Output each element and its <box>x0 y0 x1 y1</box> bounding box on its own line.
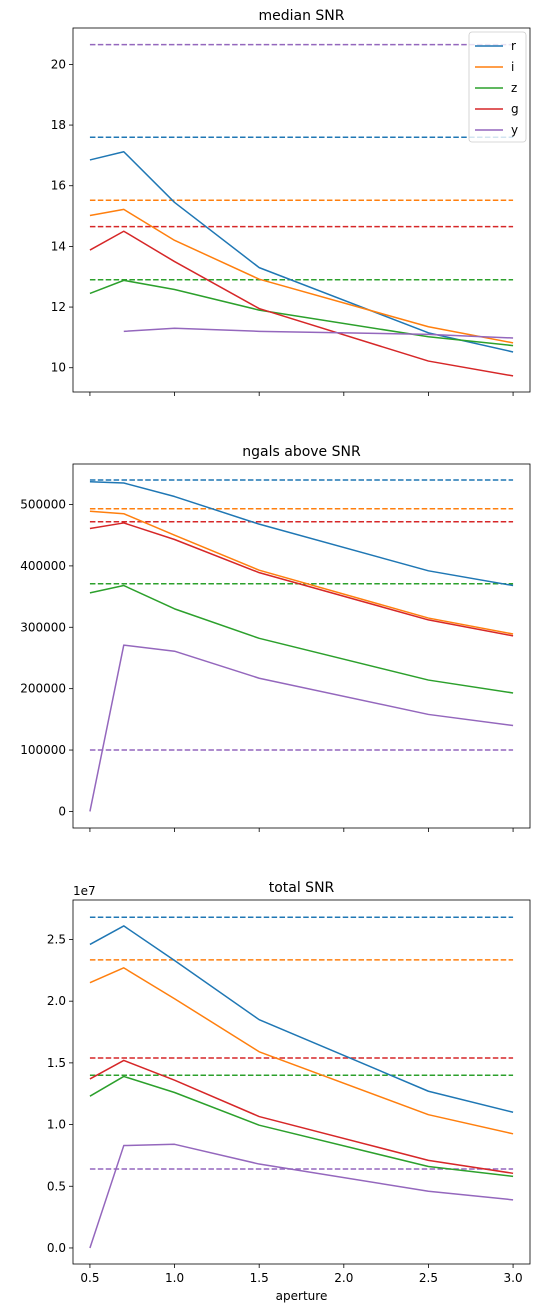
y-tick-label: 2.5 <box>47 932 66 946</box>
y-tick-label: 16 <box>51 179 66 193</box>
y-tick-label: 400000 <box>20 559 66 573</box>
panel-title: median SNR <box>258 8 344 24</box>
y-tick-label: 1.5 <box>47 1056 66 1070</box>
y-tick-label: 1.0 <box>47 1118 66 1132</box>
series-line-z <box>89 1075 514 1178</box>
series-line-g <box>89 522 514 637</box>
y-tick-label: 14 <box>51 239 66 253</box>
legend-label-i: i <box>511 60 514 74</box>
y-tick-label: 0 <box>58 804 66 818</box>
panel-title: ngals above SNR <box>242 444 361 460</box>
series-line-r <box>89 151 514 353</box>
y-tick-label: 200000 <box>20 682 66 696</box>
x-tick-label: 1.0 <box>165 1271 184 1285</box>
axes-frame <box>72 27 531 393</box>
series-line-y <box>89 1143 514 1249</box>
legend-label-z: z <box>511 81 517 95</box>
series-line-z <box>89 584 514 694</box>
panel-2: ngals above SNR 0 100000 200000 300000 400000… <box>20 444 531 832</box>
y-tick-label: 10 <box>51 361 66 375</box>
y-tick-label: 12 <box>51 300 66 314</box>
x-axis-label: aperture <box>276 1289 328 1303</box>
y-tick-label: 100000 <box>20 743 66 757</box>
axes-frame <box>72 899 531 1265</box>
legend-label-g: g <box>511 102 519 116</box>
panel-title: total SNR <box>269 880 335 896</box>
legend-label-r: r <box>511 39 516 53</box>
x-tick-label: 2.0 <box>334 1271 353 1285</box>
legend-label-y: y <box>511 123 518 137</box>
x-tick-label: 0.5 <box>80 1271 99 1285</box>
y-tick-label: 0.0 <box>47 1241 66 1255</box>
series-line-i <box>89 208 514 344</box>
series-line-i <box>89 510 514 635</box>
series-line-g <box>89 230 514 377</box>
axes-frame <box>72 463 531 829</box>
series-line-y <box>123 327 514 339</box>
series-line-r <box>89 481 514 587</box>
series-line-i <box>89 967 514 1135</box>
series-line-r <box>89 925 514 1113</box>
x-tick-label: 2.5 <box>419 1271 438 1285</box>
y-tick-label: 20 <box>51 57 66 71</box>
y-tick-label: 500000 <box>20 498 66 512</box>
legend-box <box>468 31 527 143</box>
y-tick-label: 300000 <box>20 620 66 634</box>
series-line-g <box>89 1059 514 1175</box>
series-line-y <box>89 644 514 812</box>
panel-3: total SNR 0.5 1.0 1.5 2.0 2.5 3.0 0.0 0.5 1.0 1.5 2… <box>47 880 531 1303</box>
offset-text: 1e7 <box>73 884 96 898</box>
y-tick-label: 0.5 <box>47 1179 66 1193</box>
series-line-z <box>89 279 514 347</box>
x-tick-label: 1.5 <box>250 1271 269 1285</box>
y-tick-label: 18 <box>51 118 66 132</box>
y-tick-label: 2.0 <box>47 994 66 1008</box>
x-tick-label: 3.0 <box>504 1271 523 1285</box>
